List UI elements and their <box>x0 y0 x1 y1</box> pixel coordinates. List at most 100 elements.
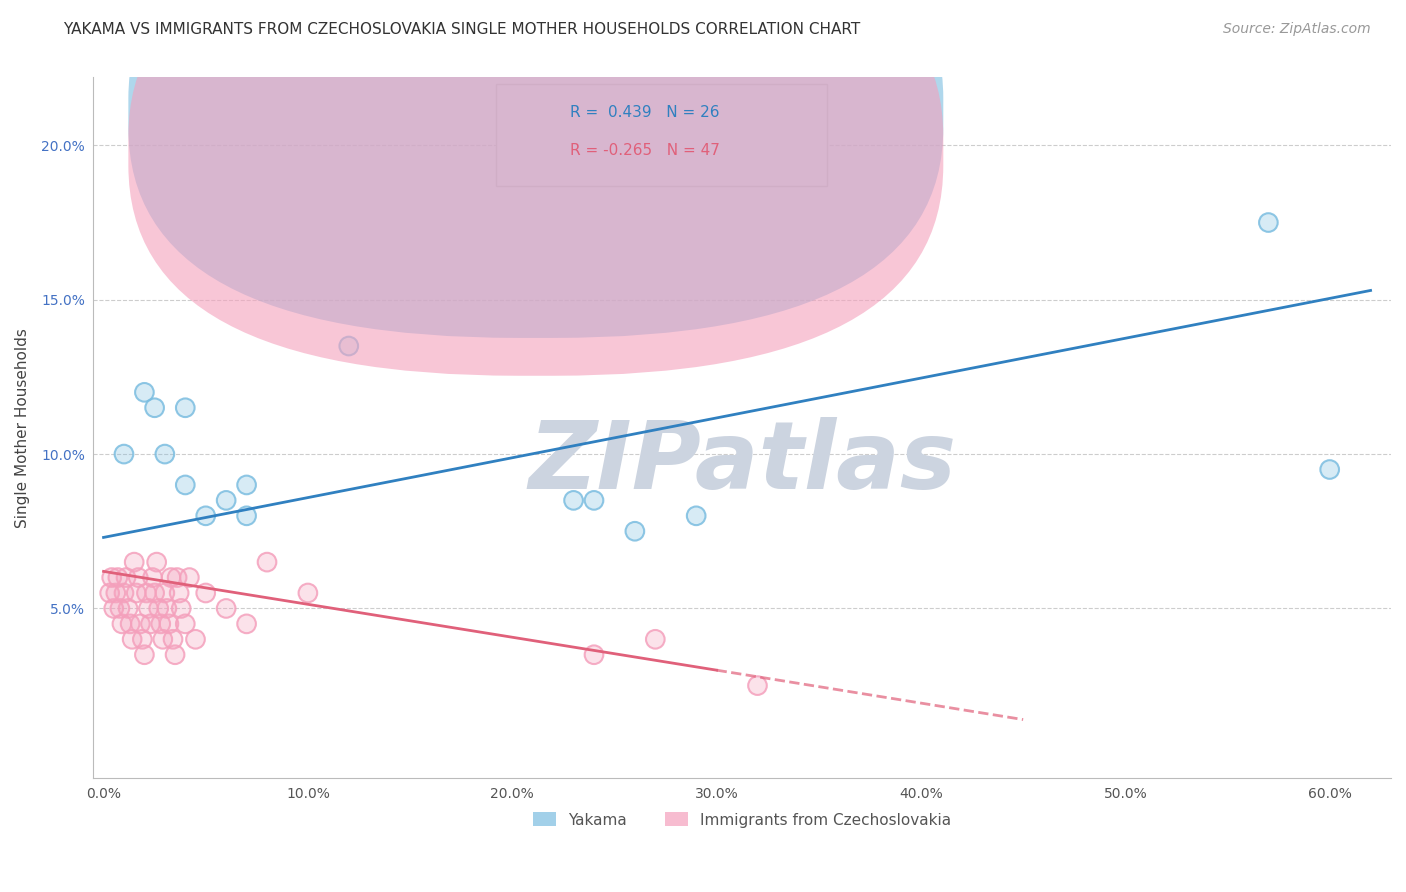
Point <box>103 601 125 615</box>
Point <box>215 601 238 615</box>
Point <box>143 401 166 415</box>
Point <box>143 401 166 415</box>
Point <box>1257 215 1279 229</box>
Point <box>562 493 585 508</box>
Point <box>112 447 135 461</box>
Point <box>235 478 257 492</box>
Point <box>685 508 707 523</box>
Point <box>194 586 217 600</box>
Point <box>100 570 122 584</box>
Point <box>100 570 122 584</box>
Point <box>215 493 238 508</box>
Point <box>235 508 257 523</box>
FancyBboxPatch shape <box>128 0 943 376</box>
Point <box>157 616 180 631</box>
Point <box>644 632 666 647</box>
Point <box>143 586 166 600</box>
Point <box>125 586 148 600</box>
FancyBboxPatch shape <box>495 85 827 186</box>
Point <box>170 601 193 615</box>
Point <box>125 586 148 600</box>
Point <box>157 616 180 631</box>
Point <box>104 586 127 600</box>
Point <box>134 385 156 400</box>
Point <box>134 385 156 400</box>
Point <box>152 632 174 647</box>
Point <box>235 616 257 631</box>
Point <box>112 586 135 600</box>
Point <box>235 508 257 523</box>
Point <box>256 555 278 569</box>
Point <box>153 586 176 600</box>
Point <box>107 570 129 584</box>
Point <box>184 632 207 647</box>
Point <box>152 632 174 647</box>
Point <box>120 616 142 631</box>
Point <box>127 570 149 584</box>
Point <box>747 679 769 693</box>
Point <box>179 570 201 584</box>
Point <box>111 616 134 631</box>
Point <box>134 648 156 662</box>
Point <box>166 570 188 584</box>
Point <box>194 508 217 523</box>
Point <box>165 648 187 662</box>
Point <box>135 586 157 600</box>
Point <box>1319 462 1341 476</box>
Point <box>117 601 139 615</box>
Point <box>122 555 145 569</box>
Point <box>122 555 145 569</box>
Legend: Yakama, Immigrants from Czechoslovakia: Yakama, Immigrants from Czechoslovakia <box>527 806 957 834</box>
Point <box>215 493 238 508</box>
Point <box>562 147 585 161</box>
Point <box>165 648 187 662</box>
Point <box>1257 215 1279 229</box>
Point <box>297 586 319 600</box>
Point <box>156 601 179 615</box>
Point <box>121 632 143 647</box>
Point <box>644 632 666 647</box>
Point <box>112 586 135 600</box>
Point <box>117 601 139 615</box>
Point <box>582 648 605 662</box>
Point <box>138 601 160 615</box>
Point <box>138 601 160 615</box>
Point <box>235 616 257 631</box>
Point <box>129 616 152 631</box>
Point <box>103 601 125 615</box>
Point <box>108 601 131 615</box>
Text: Source: ZipAtlas.com: Source: ZipAtlas.com <box>1223 22 1371 37</box>
Point <box>112 447 135 461</box>
Point <box>107 570 129 584</box>
Point <box>167 586 190 600</box>
Point <box>174 616 197 631</box>
Point <box>747 679 769 693</box>
Point <box>145 555 167 569</box>
Point <box>104 586 127 600</box>
Point <box>153 586 176 600</box>
Point <box>111 616 134 631</box>
Point <box>215 601 238 615</box>
Point <box>179 570 201 584</box>
Point <box>131 632 153 647</box>
Point <box>174 401 197 415</box>
Text: R =  0.439   N = 26: R = 0.439 N = 26 <box>569 105 718 120</box>
Point <box>170 601 193 615</box>
Point <box>153 447 176 461</box>
Point <box>148 601 170 615</box>
Point <box>624 524 647 539</box>
Point <box>174 478 197 492</box>
Text: R = -0.265   N = 47: R = -0.265 N = 47 <box>569 144 720 158</box>
Point <box>121 632 143 647</box>
Point <box>582 648 605 662</box>
Point <box>149 616 172 631</box>
Point <box>142 570 165 584</box>
Point <box>184 632 207 647</box>
Point <box>174 401 197 415</box>
Point <box>174 616 197 631</box>
Point <box>685 508 707 523</box>
Point <box>134 648 156 662</box>
Text: YAKAMA VS IMMIGRANTS FROM CZECHOSLOVAKIA SINGLE MOTHER HOUSEHOLDS CORRELATION CH: YAKAMA VS IMMIGRANTS FROM CZECHOSLOVAKIA… <box>63 22 860 37</box>
Point <box>143 586 166 600</box>
Point <box>1319 462 1341 476</box>
